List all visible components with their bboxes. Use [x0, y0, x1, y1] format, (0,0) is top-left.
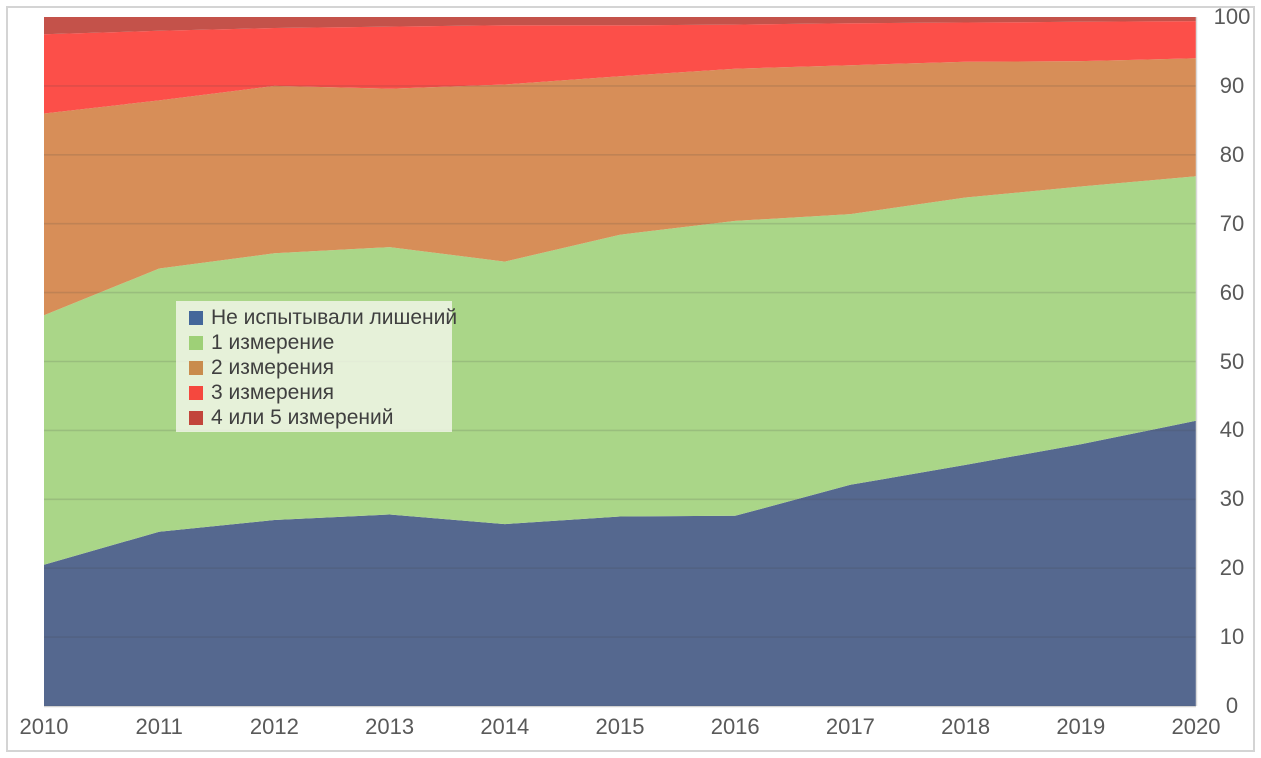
legend-label: 1 измерение: [211, 331, 335, 354]
y-tick-label-40: 40: [1219, 417, 1245, 443]
x-tick-label-2016: 2016: [710, 714, 760, 739]
legend-item-0: Не испытывали лишений: [189, 306, 457, 330]
y-tick-label-80: 80: [1219, 141, 1245, 167]
x-tick-label-2015: 2015: [595, 714, 645, 739]
legend-swatch-icon: [189, 311, 203, 325]
legend-label: 4 или 5 измерений: [211, 406, 394, 429]
x-tick-label-2017: 2017: [825, 714, 875, 739]
legend-item-4: 4 или 5 измерений: [189, 406, 452, 430]
x-tick-label-2020: 2020: [1171, 714, 1221, 739]
legend-item-2: 2 измерения: [189, 356, 452, 380]
legend-item-3: 3 измерения: [189, 381, 452, 405]
legend-swatch-icon: [189, 361, 203, 375]
y-tick-label-20: 20: [1219, 555, 1245, 581]
legend-label: 3 измерения: [211, 381, 335, 404]
y-tick-label-60: 60: [1219, 279, 1245, 305]
area-series-0: [44, 420, 1196, 706]
area-series-4: [44, 17, 1196, 35]
x-tick-label-2012: 2012: [249, 714, 299, 739]
x-tick-label-2018: 2018: [941, 714, 991, 739]
y-tick-label-100: 100: [1213, 4, 1251, 29]
legend-swatch-icon: [189, 411, 203, 425]
legend-swatch-icon: [189, 336, 203, 350]
y-tick-label-50: 50: [1219, 348, 1245, 374]
area-series-2: [44, 58, 1196, 316]
area-series-3: [44, 21, 1196, 114]
y-tick-label-30: 30: [1219, 486, 1245, 512]
x-tick-label-2019: 2019: [1056, 714, 1106, 739]
y-tick-label-0: 0: [1225, 693, 1239, 718]
y-tick-label-10: 10: [1219, 624, 1245, 650]
x-tick-label-2013: 2013: [365, 714, 415, 739]
area-series-1: [44, 176, 1196, 565]
x-tick-label-2014: 2014: [480, 714, 530, 739]
legend-swatch-icon: [189, 386, 203, 400]
legend-item-1: 1 измерение: [189, 331, 452, 355]
y-tick-label-90: 90: [1219, 72, 1245, 98]
chart-legend: Не испытывали лишений 1 измерение 2 измере…: [176, 301, 457, 432]
y-tick-label-70: 70: [1219, 210, 1245, 236]
legend-label: 2 измерения: [211, 356, 335, 379]
legend-label: Не испытывали лишений: [211, 306, 458, 329]
x-tick-label-2010: 2010: [19, 714, 69, 739]
x-tick-label-2011: 2011: [135, 714, 183, 739]
